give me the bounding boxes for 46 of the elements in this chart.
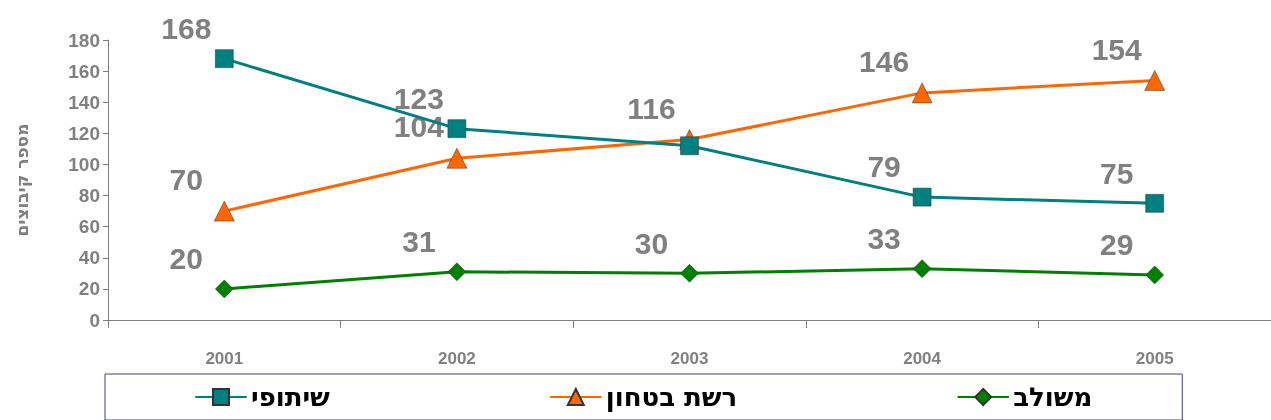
legend-label: שיתופי [251, 382, 331, 412]
point [446, 147, 468, 169]
x-tick-label: 2002 [437, 349, 476, 368]
legend-label: רשת בטחון [605, 382, 738, 412]
point [912, 259, 932, 278]
point [912, 187, 932, 207]
data-label: 146 [859, 45, 910, 79]
point [680, 264, 699, 283]
x-tick-label: 2001 [205, 349, 244, 368]
data-label: 79 [867, 150, 901, 184]
data-label: 154 [1091, 32, 1143, 66]
point [447, 119, 467, 138]
y-axis-title: מספר קיבוצים [11, 123, 32, 237]
point [1145, 265, 1164, 285]
data-label: 30 [634, 226, 669, 260]
data-label: 31 [402, 225, 436, 259]
data-label: 29 [1100, 228, 1134, 262]
y-tick-label: 180 [68, 29, 100, 51]
point [215, 49, 234, 68]
point [911, 82, 933, 104]
y-tick-label: 80 [78, 185, 100, 207]
point [680, 136, 699, 156]
data-label: 33 [867, 221, 901, 255]
point [215, 279, 234, 299]
data-label: 75 [1100, 156, 1134, 190]
point [1145, 194, 1164, 213]
point [214, 200, 235, 222]
y-tick-label: 100 [68, 153, 100, 175]
data-label: 168 [161, 11, 212, 45]
data-label: 116 [627, 91, 676, 125]
y-tick-label: 120 [68, 122, 100, 144]
data-label: 70 [169, 163, 203, 197]
legend-label: משולב [1013, 382, 1093, 412]
y-tick-label: 20 [78, 278, 100, 300]
y-tick-label: 60 [78, 216, 100, 238]
y-tick-label: 0 [89, 309, 100, 331]
x-tick-label: 2005 [1135, 349, 1174, 368]
y-tick-label: 140 [68, 91, 100, 113]
x-tick-label: 2003 [670, 349, 709, 368]
y-tick-label: 40 [78, 247, 100, 269]
point [1144, 70, 1165, 91]
data-label: 123 [393, 81, 444, 115]
x-tick-label: 2004 [903, 349, 942, 368]
data-label: 20 [169, 242, 203, 276]
y-tick-label: 160 [68, 60, 100, 82]
point [447, 262, 467, 282]
